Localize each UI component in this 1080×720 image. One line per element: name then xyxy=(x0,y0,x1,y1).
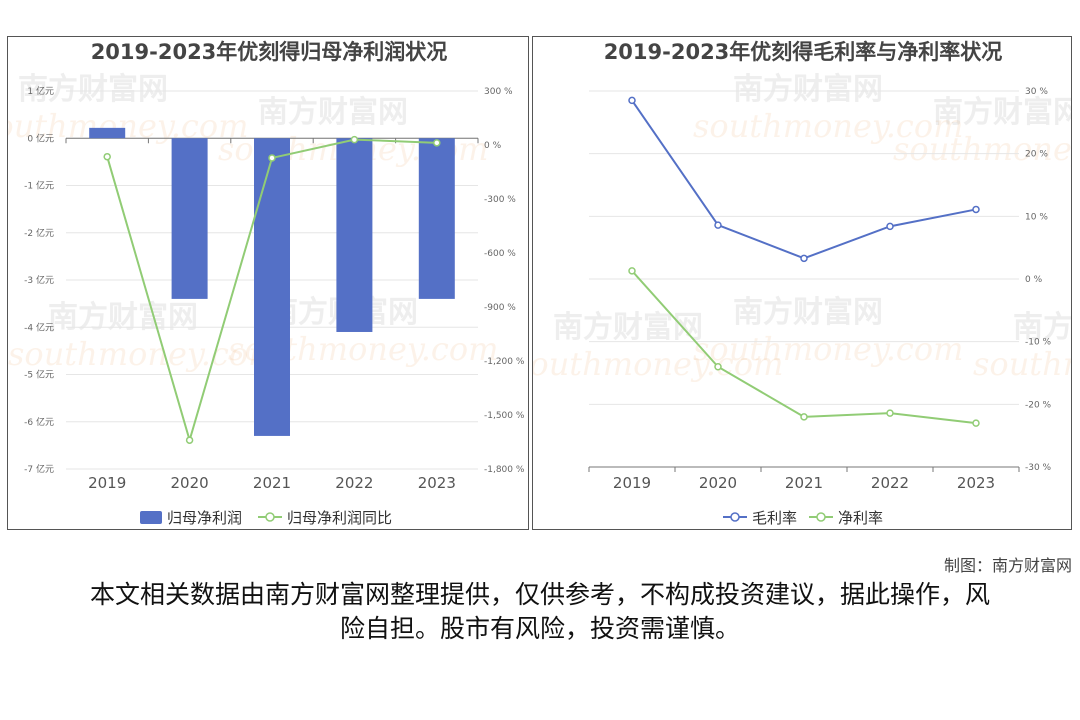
y-right-tick-label: 20 % xyxy=(1025,150,1048,160)
y-left-tick-label: -3 亿元 xyxy=(24,274,54,286)
watermark-cn: 南方财富网 xyxy=(553,310,703,345)
y-right-tick-label: -900 % xyxy=(484,303,516,313)
watermark-en: southmoney.com xyxy=(8,335,278,373)
y-left-tick-label: -6 亿元 xyxy=(24,416,54,428)
chart-title: 2019-2023年优刻得毛利率与净利率状况 xyxy=(604,40,1003,64)
series-0-point-2020 xyxy=(714,221,722,229)
series-1-point-2021 xyxy=(800,413,808,421)
y-left-tick-label: -7 亿元 xyxy=(24,463,54,475)
yoy-point-2021 xyxy=(268,154,276,162)
x-category-label: 2019 xyxy=(613,474,651,492)
y-right-tick-label: -300 % xyxy=(484,195,516,205)
bar-2023 xyxy=(418,138,455,299)
y-right-tick-label: -30 % xyxy=(1025,463,1052,473)
watermark-cn: 南方财富网 xyxy=(258,95,408,130)
y-right-tick-label: 300 % xyxy=(484,87,513,97)
legend-bar-label: 归母净利润 xyxy=(167,509,242,527)
y-right-tick-label: 0 % xyxy=(484,141,502,151)
bar-2022 xyxy=(336,138,373,332)
y-left-tick-label: -1 亿元 xyxy=(24,180,54,192)
series-1-point-2020 xyxy=(714,362,722,371)
y-right-tick-label: 10 % xyxy=(1025,212,1048,222)
series-0-point-2023 xyxy=(972,205,980,214)
yoy-point-2020 xyxy=(185,436,194,444)
x-category-label: 2021 xyxy=(785,474,823,492)
series-1-point-2023 xyxy=(972,419,980,427)
x-category-label: 2022 xyxy=(335,474,373,492)
y-right-tick-label: 30 % xyxy=(1025,87,1048,97)
bar-2019 xyxy=(89,127,126,139)
watermark-cn: 南方财富网 xyxy=(733,72,883,107)
series-0-point-2022 xyxy=(886,222,894,231)
y-left-tick-label: -4 亿元 xyxy=(24,321,54,333)
y-right-tick-label: -1,200 % xyxy=(484,357,525,367)
y-right-tick-label: 0 % xyxy=(1025,275,1043,285)
x-category-label: 2022 xyxy=(871,474,909,492)
series-1-point-2019 xyxy=(628,267,636,275)
y-left-tick-label: -2 亿元 xyxy=(24,227,54,239)
x-category-label: 2021 xyxy=(253,474,291,492)
y-left-tick-label: 1 亿元 xyxy=(27,85,54,97)
watermark-en: southmoney.com xyxy=(693,107,963,145)
legend-bar-swatch xyxy=(140,511,162,524)
watermark-en: southmoney.com xyxy=(533,345,783,383)
yoy-point-2022 xyxy=(350,135,359,144)
chart-title: 2019-2023年优刻得归母净利润状况 xyxy=(91,40,448,64)
y-right-tick-label: -600 % xyxy=(484,249,516,259)
x-category-label: 2020 xyxy=(699,474,737,492)
legend-label-1: 净利率 xyxy=(838,509,883,527)
y-right-tick-label: -20 % xyxy=(1025,400,1052,410)
right-chart-panel: 南方财富网southmoney.com南方财富网southmoney.com南方… xyxy=(532,36,1072,530)
legend-line-marker xyxy=(265,512,275,522)
disclaimer-text: 本文相关数据由南方财富网整理提供，仅供参考，不构成投资建议，据此操作，风险自担。… xyxy=(89,580,990,643)
yoy-point-2023 xyxy=(433,139,441,147)
x-category-label: 2023 xyxy=(418,474,456,492)
left-chart-svg: 南方财富网southmoney.com南方财富网southmoney.com南方… xyxy=(8,40,525,527)
watermark-cn: 南方财富网 xyxy=(1013,310,1072,345)
x-category-label: 2020 xyxy=(171,474,209,492)
chart-credit: 制图：南方财富网 xyxy=(943,556,1072,575)
y-left-tick-label: 0 亿元 xyxy=(27,132,54,144)
bar-2020 xyxy=(171,138,208,299)
watermark-cn: 南方财富网 xyxy=(48,300,198,335)
watermark-en: southmoney.com xyxy=(973,345,1072,383)
yoy-point-2019 xyxy=(103,152,111,161)
legend-line-marker xyxy=(730,512,740,522)
y-right-tick-label: -1,800 % xyxy=(484,465,525,475)
y-right-tick-label: -10 % xyxy=(1025,338,1052,348)
left-chart-panel: 南方财富网southmoney.com南方财富网southmoney.com南方… xyxy=(7,36,529,530)
series-0-point-2019 xyxy=(628,96,636,105)
legend-line-marker xyxy=(816,512,826,522)
series-1-point-2022 xyxy=(886,409,894,417)
watermark-cn: 南方财富网 xyxy=(733,295,883,330)
right-chart-svg: 南方财富网southmoney.com南方财富网southmoney.com南方… xyxy=(533,40,1072,527)
legend-label-0: 毛利率 xyxy=(752,509,797,527)
series-0-point-2021 xyxy=(800,254,808,263)
watermark-cn: 南方财富网 xyxy=(933,95,1072,130)
x-category-label: 2019 xyxy=(88,474,126,492)
watermark-en: southmoney.com xyxy=(693,330,963,368)
watermark-en: southmoney.com xyxy=(893,130,1072,168)
y-right-tick-label: -1,500 % xyxy=(484,411,525,421)
bar-2021 xyxy=(254,138,290,436)
watermark-cn: 南方财富网 xyxy=(18,72,168,107)
y-left-tick-label: -5 亿元 xyxy=(24,369,54,381)
x-category-label: 2023 xyxy=(957,474,995,492)
legend-line-label: 归母净利润同比 xyxy=(287,509,392,527)
